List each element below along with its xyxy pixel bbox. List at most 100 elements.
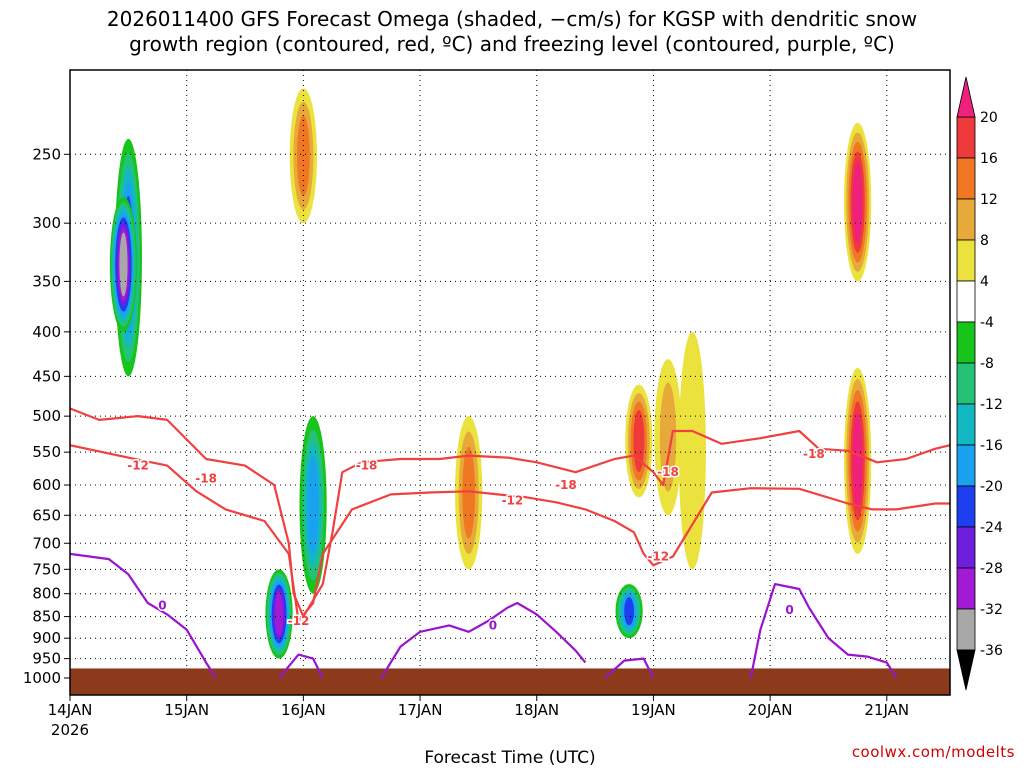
dendritic-contour-label: -12 — [647, 550, 669, 564]
axis-layer: 250 300 350 400 450 500 550 600 650 700 750 800 850 9… — [23, 145, 909, 719]
colorbar-label: 16 — [980, 151, 998, 167]
colorbar-segment — [956, 239, 976, 282]
dendritic-contour-label: -12 — [127, 459, 149, 473]
x-tick-label: 17JAN — [398, 701, 443, 719]
y-tick-label: 700 — [32, 534, 61, 552]
colorbar-label: -28 — [980, 561, 1003, 577]
omega-feature — [299, 416, 327, 594]
contour-layer: -12 -12 -12 -12 -18 -18 -18 -18 -18 0 0 0 — [70, 407, 950, 679]
x-axis-title: Forecast Time (UTC) — [424, 748, 595, 768]
plot-background — [70, 70, 950, 695]
omega-cell — [659, 382, 677, 492]
colorbar-segment — [956, 157, 976, 200]
omega-feature — [654, 359, 682, 516]
freezing-contour-line — [749, 583, 898, 679]
y-tick-label: 350 — [32, 272, 61, 290]
colorbar-segment — [956, 280, 976, 323]
freezing-contour-line — [70, 552, 217, 679]
colorbar-segment — [956, 608, 976, 651]
colorbar-label: 20 — [980, 110, 998, 126]
omega-cell — [852, 160, 863, 244]
omega-feature — [844, 367, 872, 554]
y-tick-label: 400 — [32, 323, 61, 341]
freezing-contour-label: 0 — [785, 603, 793, 617]
y-tick-label: 600 — [32, 476, 61, 494]
colorbar-label: -24 — [980, 520, 1003, 536]
dendritic-contour-label: -18 — [555, 478, 577, 492]
y-tick-label: 650 — [32, 506, 61, 524]
freezing-contour-line — [380, 601, 587, 679]
dendritic-contour-label: -18 — [356, 459, 378, 473]
colorbar-label: 8 — [980, 233, 989, 249]
colorbar-label: 4 — [980, 274, 989, 290]
freezing-contour-line — [278, 653, 324, 679]
x-tick-label: 14JAN — [48, 701, 93, 719]
omega-feature — [678, 331, 706, 570]
y-tick-label: 250 — [32, 145, 61, 163]
omega-feature — [844, 122, 872, 282]
colorbar-bottom-arrow — [956, 649, 976, 691]
colorbar-label: -4 — [980, 315, 994, 331]
colorbar-segment — [956, 321, 976, 364]
y-tick-label: 900 — [32, 629, 61, 647]
omega-feature — [615, 584, 643, 639]
x-tick-label: 21JAN — [864, 701, 909, 719]
colorbar-segment — [956, 526, 976, 569]
credit-text: coolwx.com/modelts — [852, 743, 1015, 761]
dendritic-contour-label: -12 — [502, 493, 524, 507]
plot-area: -12 -12 -12 -12 -18 -18 -18 -18 -18 0 0 0 — [69, 69, 951, 696]
plot-frame — [69, 69, 951, 696]
omega-cell — [678, 331, 706, 570]
ground-layer — [70, 668, 950, 695]
colorbar-segment — [956, 403, 976, 446]
grid-layer — [70, 70, 950, 695]
dendritic-contour-label: -12 — [288, 614, 310, 628]
freezing-contour-label: 0 — [158, 598, 166, 612]
x-tick-label: 20JAN — [748, 701, 793, 719]
y-tick-label: 550 — [32, 443, 61, 461]
colorbar: 20 16 12 8 4 -4 -8 -12 -16 -20 -24 -28 -32 -36 — [956, 76, 1003, 691]
colorbar-label: -32 — [980, 602, 1003, 618]
colorbar-label: -20 — [980, 479, 1003, 495]
ground-fill — [70, 668, 950, 695]
omega-cell — [852, 412, 863, 510]
y-tick-label: 500 — [32, 407, 61, 425]
dendritic-contour-line — [70, 444, 950, 623]
omega-cell — [307, 456, 319, 554]
colorbar-label: -16 — [980, 438, 1003, 454]
y-tick-label: 850 — [32, 608, 61, 626]
dendritic-contour-label: -18 — [657, 465, 679, 479]
omega-feature — [625, 384, 653, 498]
colorbar-segment — [956, 116, 976, 159]
y-tick-label: 300 — [32, 214, 61, 232]
omega-cell — [274, 592, 284, 636]
colorbar-segment — [956, 362, 976, 405]
colorbar-segment — [956, 485, 976, 528]
x-year-label: 2026 — [51, 721, 89, 739]
x-tick-label: 15JAN — [164, 701, 209, 719]
colorbar-segment — [956, 567, 976, 610]
freezing-contour-label: 0 — [489, 618, 497, 632]
y-tick-label: 450 — [32, 367, 61, 385]
colorbar-label: -8 — [980, 356, 994, 372]
colorbar-label: -36 — [980, 643, 1003, 659]
dendritic-contour-label: -18 — [803, 447, 825, 461]
omega-cell — [624, 597, 635, 626]
x-tick-label: 18JAN — [514, 701, 559, 719]
chart-title-line-1: 2026011400 GFS Forecast Omega (shaded, −… — [107, 7, 917, 31]
colorbar-segment — [956, 444, 976, 487]
omega-feature — [265, 569, 293, 659]
colorbar-top-arrow — [956, 76, 976, 118]
freezing-contour-line — [604, 657, 655, 679]
colorbar-label: 12 — [980, 192, 998, 208]
y-tick-label: 950 — [32, 650, 61, 668]
y-tick-label: 800 — [32, 585, 61, 603]
omega-feature — [109, 197, 138, 332]
colorbar-segment — [956, 198, 976, 241]
y-tick-label: 750 — [32, 560, 61, 578]
dendritic-contour-label: -18 — [195, 472, 217, 486]
y-tick-label: 1000 — [23, 669, 61, 687]
x-tick-label: 19JAN — [631, 701, 676, 719]
chart-title-line-2: growth region (contoured, red, ºC) and f… — [129, 32, 895, 56]
